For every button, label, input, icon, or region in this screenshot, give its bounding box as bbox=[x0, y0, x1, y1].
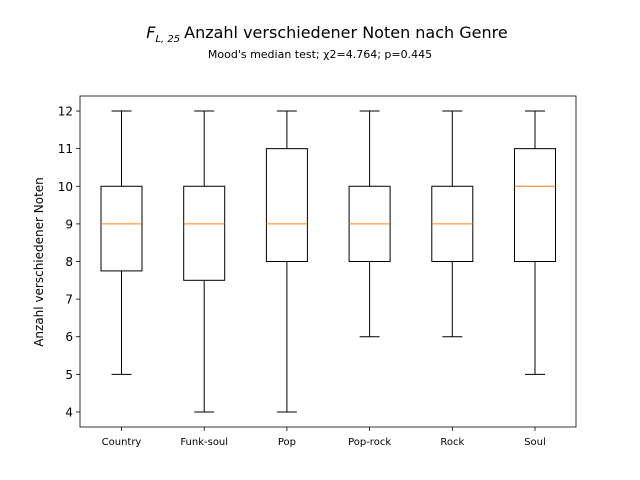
chart-subtitle: Mood's median test; χ2=4.764; p=0.445 bbox=[208, 48, 432, 61]
x-axis-ticks: Country Funk-soul Pop Pop-rock Rock Soul bbox=[102, 427, 546, 448]
y-tick-label: 8 bbox=[65, 255, 73, 269]
x-tick-label: Rock bbox=[440, 437, 464, 448]
box-iqr bbox=[100, 185, 143, 272]
chart-title-subscript: L, 25 bbox=[155, 34, 180, 45]
box-plots bbox=[100, 110, 556, 413]
y-tick-label: 10 bbox=[58, 180, 73, 194]
box-iqr bbox=[265, 148, 308, 262]
box-iqr bbox=[183, 185, 226, 281]
x-tick-label: Soul bbox=[524, 437, 546, 448]
box-pop bbox=[265, 110, 308, 413]
box-soul bbox=[514, 110, 556, 375]
box-country bbox=[100, 110, 143, 375]
y-tick-label: 5 bbox=[65, 368, 73, 382]
chart-title: FL, 25 Anzahl verschiedener Noten nach Ge… bbox=[146, 23, 507, 45]
y-tick-label: 11 bbox=[58, 142, 73, 156]
plot-area-frame bbox=[79, 95, 577, 428]
y-axis-label: Anzahl verschiedener Noten bbox=[32, 177, 46, 347]
x-tick-label: Pop-rock bbox=[348, 437, 391, 448]
box-pop-rock bbox=[348, 110, 391, 338]
box-rock bbox=[431, 110, 474, 338]
x-tick-label: Country bbox=[102, 437, 142, 448]
y-tick-label: 4 bbox=[65, 405, 73, 419]
y-tick-label: 7 bbox=[65, 293, 73, 307]
y-axis-ticks: 4 5 6 7 8 9 10 11 12 bbox=[58, 105, 80, 419]
box-funk-soul bbox=[183, 110, 226, 413]
y-tick-label: 6 bbox=[65, 330, 73, 344]
box-iqr bbox=[514, 148, 556, 262]
chart-title-text: Anzahl verschiedener Noten nach Genre bbox=[184, 23, 508, 42]
y-tick-label: 9 bbox=[65, 217, 73, 231]
x-tick-label: Funk-soul bbox=[180, 437, 228, 448]
x-tick-label: Pop bbox=[278, 437, 296, 448]
y-tick-label: 12 bbox=[58, 105, 73, 119]
chart-title-prefix: F bbox=[146, 23, 156, 42]
